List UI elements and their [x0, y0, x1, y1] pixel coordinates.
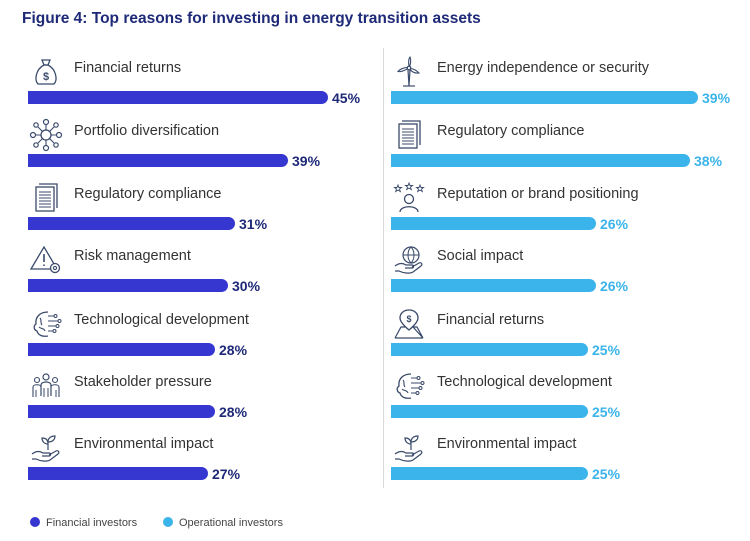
financial-value-label: 28% [219, 404, 248, 420]
operational-value-label: 26% [600, 216, 629, 232]
operational-bar [391, 279, 596, 292]
operational-bar [391, 91, 698, 104]
panel-divider [383, 48, 384, 488]
operational-category-label: Financial returns [437, 312, 545, 328]
financial-value-label: 31% [239, 216, 268, 232]
map-pin-icon: $ [393, 308, 425, 340]
operational-bar [391, 343, 588, 356]
financial-investors-panel: $ Financial returns 45% Portfolio diversifi… [22, 0, 377, 541]
legend-dot-financial [30, 517, 40, 527]
financial-row: Portfolio diversification 39% [22, 117, 377, 179]
network-icon [29, 118, 63, 152]
hand-plant-icon [393, 432, 425, 464]
legend-dot-operational [163, 517, 173, 527]
operational-bar [391, 154, 690, 167]
financial-row: Environmental impact 27% [22, 430, 377, 492]
document-icon [393, 119, 425, 151]
operational-category-label: Reputation or brand positioning [437, 186, 639, 202]
brain-circuit-icon [393, 370, 425, 402]
financial-bar [28, 343, 215, 356]
financial-category-label: Stakeholder pressure [74, 374, 212, 390]
financial-row: Technological development 28% [22, 306, 377, 368]
hand-globe-icon [393, 244, 425, 276]
financial-bar [28, 154, 288, 167]
legend-item-financial: Financial investors [30, 517, 137, 529]
financial-bar [28, 91, 328, 104]
financial-value-label: 45% [332, 90, 361, 106]
financial-row: Stakeholder pressure 28% [22, 368, 377, 430]
legend-label-operational: Operational investors [179, 517, 283, 529]
wind-turbine-icon [393, 55, 425, 88]
svg-text:$: $ [406, 314, 411, 324]
operational-value-label: 38% [694, 153, 723, 169]
warning-gear-icon [29, 244, 62, 276]
operational-category-label: Regulatory compliance [437, 123, 585, 139]
brain-circuit-icon [30, 308, 62, 340]
operational-investors-panel: Energy independence or security 39% Regula… [385, 0, 735, 541]
svg-text:$: $ [43, 71, 49, 83]
operational-value-label: 25% [592, 342, 621, 358]
chart-title: Figure 4: Top reasons for investing in e… [22, 10, 481, 27]
operational-row: Technological development 25% [385, 368, 735, 430]
legend-label-financial: Financial investors [46, 517, 138, 529]
operational-bar [391, 467, 588, 480]
financial-bar [28, 467, 208, 480]
financial-value-label: 27% [212, 466, 241, 482]
operational-row: Environmental impact 25% [385, 430, 735, 492]
operational-bar [391, 405, 588, 418]
operational-category-label: Environmental impact [437, 436, 577, 452]
operational-value-label: 26% [600, 278, 629, 294]
operational-category-label: Energy independence or security [437, 60, 649, 76]
financial-category-label: Portfolio diversification [74, 123, 220, 139]
financial-row: $ Financial returns 45% [22, 54, 377, 116]
operational-category-label: Social impact [437, 248, 524, 264]
financial-value-label: 30% [232, 278, 261, 294]
person-stars-icon [393, 181, 425, 214]
financial-bar [28, 217, 235, 230]
financial-value-label: 28% [219, 342, 248, 358]
financial-category-label: Environmental impact [74, 436, 214, 452]
operational-row: Regulatory compliance 38% [385, 117, 735, 179]
people-group-icon [30, 370, 62, 402]
financial-category-label: Technological development [74, 312, 249, 328]
operational-row: $ Financial returns 25% [385, 306, 735, 368]
operational-value-label: 39% [702, 90, 731, 106]
financial-row: Regulatory compliance 31% [22, 180, 377, 242]
money-bag-icon: $ [30, 56, 62, 88]
legend-item-operational: Operational investors [163, 517, 283, 529]
financial-category-label: Financial returns [74, 60, 182, 76]
financial-category-label: Risk management [74, 248, 191, 264]
financial-bar [28, 279, 228, 292]
operational-value-label: 25% [592, 466, 621, 482]
operational-value-label: 25% [592, 404, 621, 420]
operational-row: Reputation or brand positioning 26% [385, 180, 735, 242]
operational-row: Energy independence or security 39% [385, 54, 735, 116]
financial-row: Risk management 30% [22, 242, 377, 304]
financial-category-label: Regulatory compliance [74, 186, 222, 202]
financial-bar [28, 405, 215, 418]
document-icon [30, 182, 62, 214]
operational-bar [391, 217, 596, 230]
hand-plant-icon [30, 432, 62, 464]
operational-row: Social impact 26% [385, 242, 735, 304]
financial-value-label: 39% [292, 153, 321, 169]
operational-category-label: Technological development [437, 374, 612, 390]
